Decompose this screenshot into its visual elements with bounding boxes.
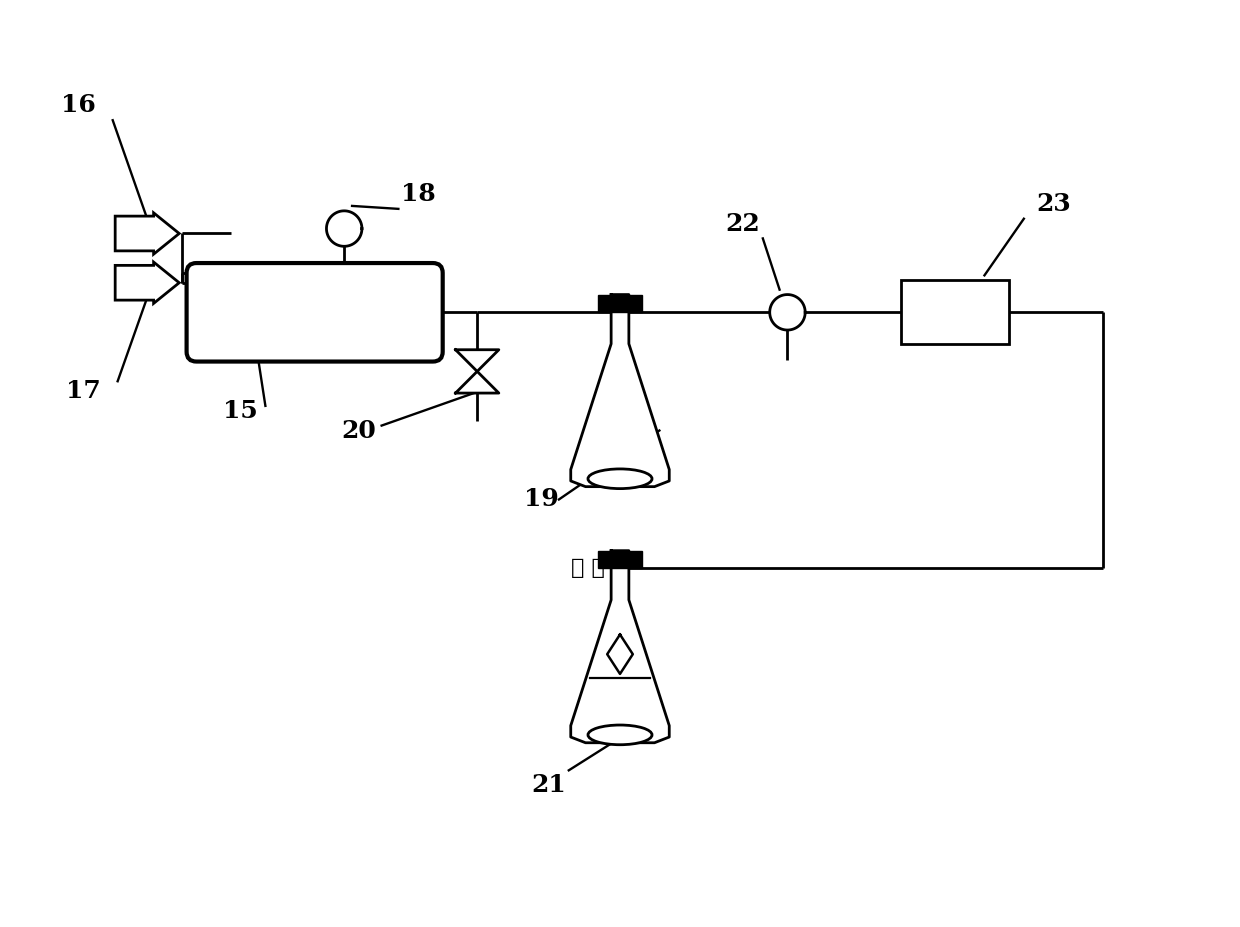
Ellipse shape: [588, 725, 652, 744]
Polygon shape: [326, 210, 362, 247]
Text: 19: 19: [523, 488, 559, 512]
Text: 22: 22: [725, 211, 760, 235]
Polygon shape: [570, 295, 670, 487]
Text: 排 空: 排 空: [572, 558, 605, 578]
Polygon shape: [455, 349, 498, 372]
Text: 16: 16: [61, 94, 95, 118]
FancyBboxPatch shape: [598, 295, 642, 312]
FancyBboxPatch shape: [900, 280, 1009, 344]
Text: 23: 23: [1037, 192, 1071, 216]
FancyBboxPatch shape: [598, 551, 642, 568]
Text: 21: 21: [532, 773, 567, 797]
Text: 18: 18: [401, 182, 435, 206]
Polygon shape: [115, 213, 180, 254]
FancyBboxPatch shape: [186, 263, 443, 362]
Polygon shape: [455, 372, 498, 393]
Text: 20: 20: [341, 418, 377, 442]
Text: 15: 15: [223, 399, 258, 423]
Ellipse shape: [588, 469, 652, 489]
Text: 17: 17: [66, 379, 100, 403]
Polygon shape: [115, 262, 180, 303]
Polygon shape: [570, 551, 670, 743]
Polygon shape: [770, 295, 805, 330]
